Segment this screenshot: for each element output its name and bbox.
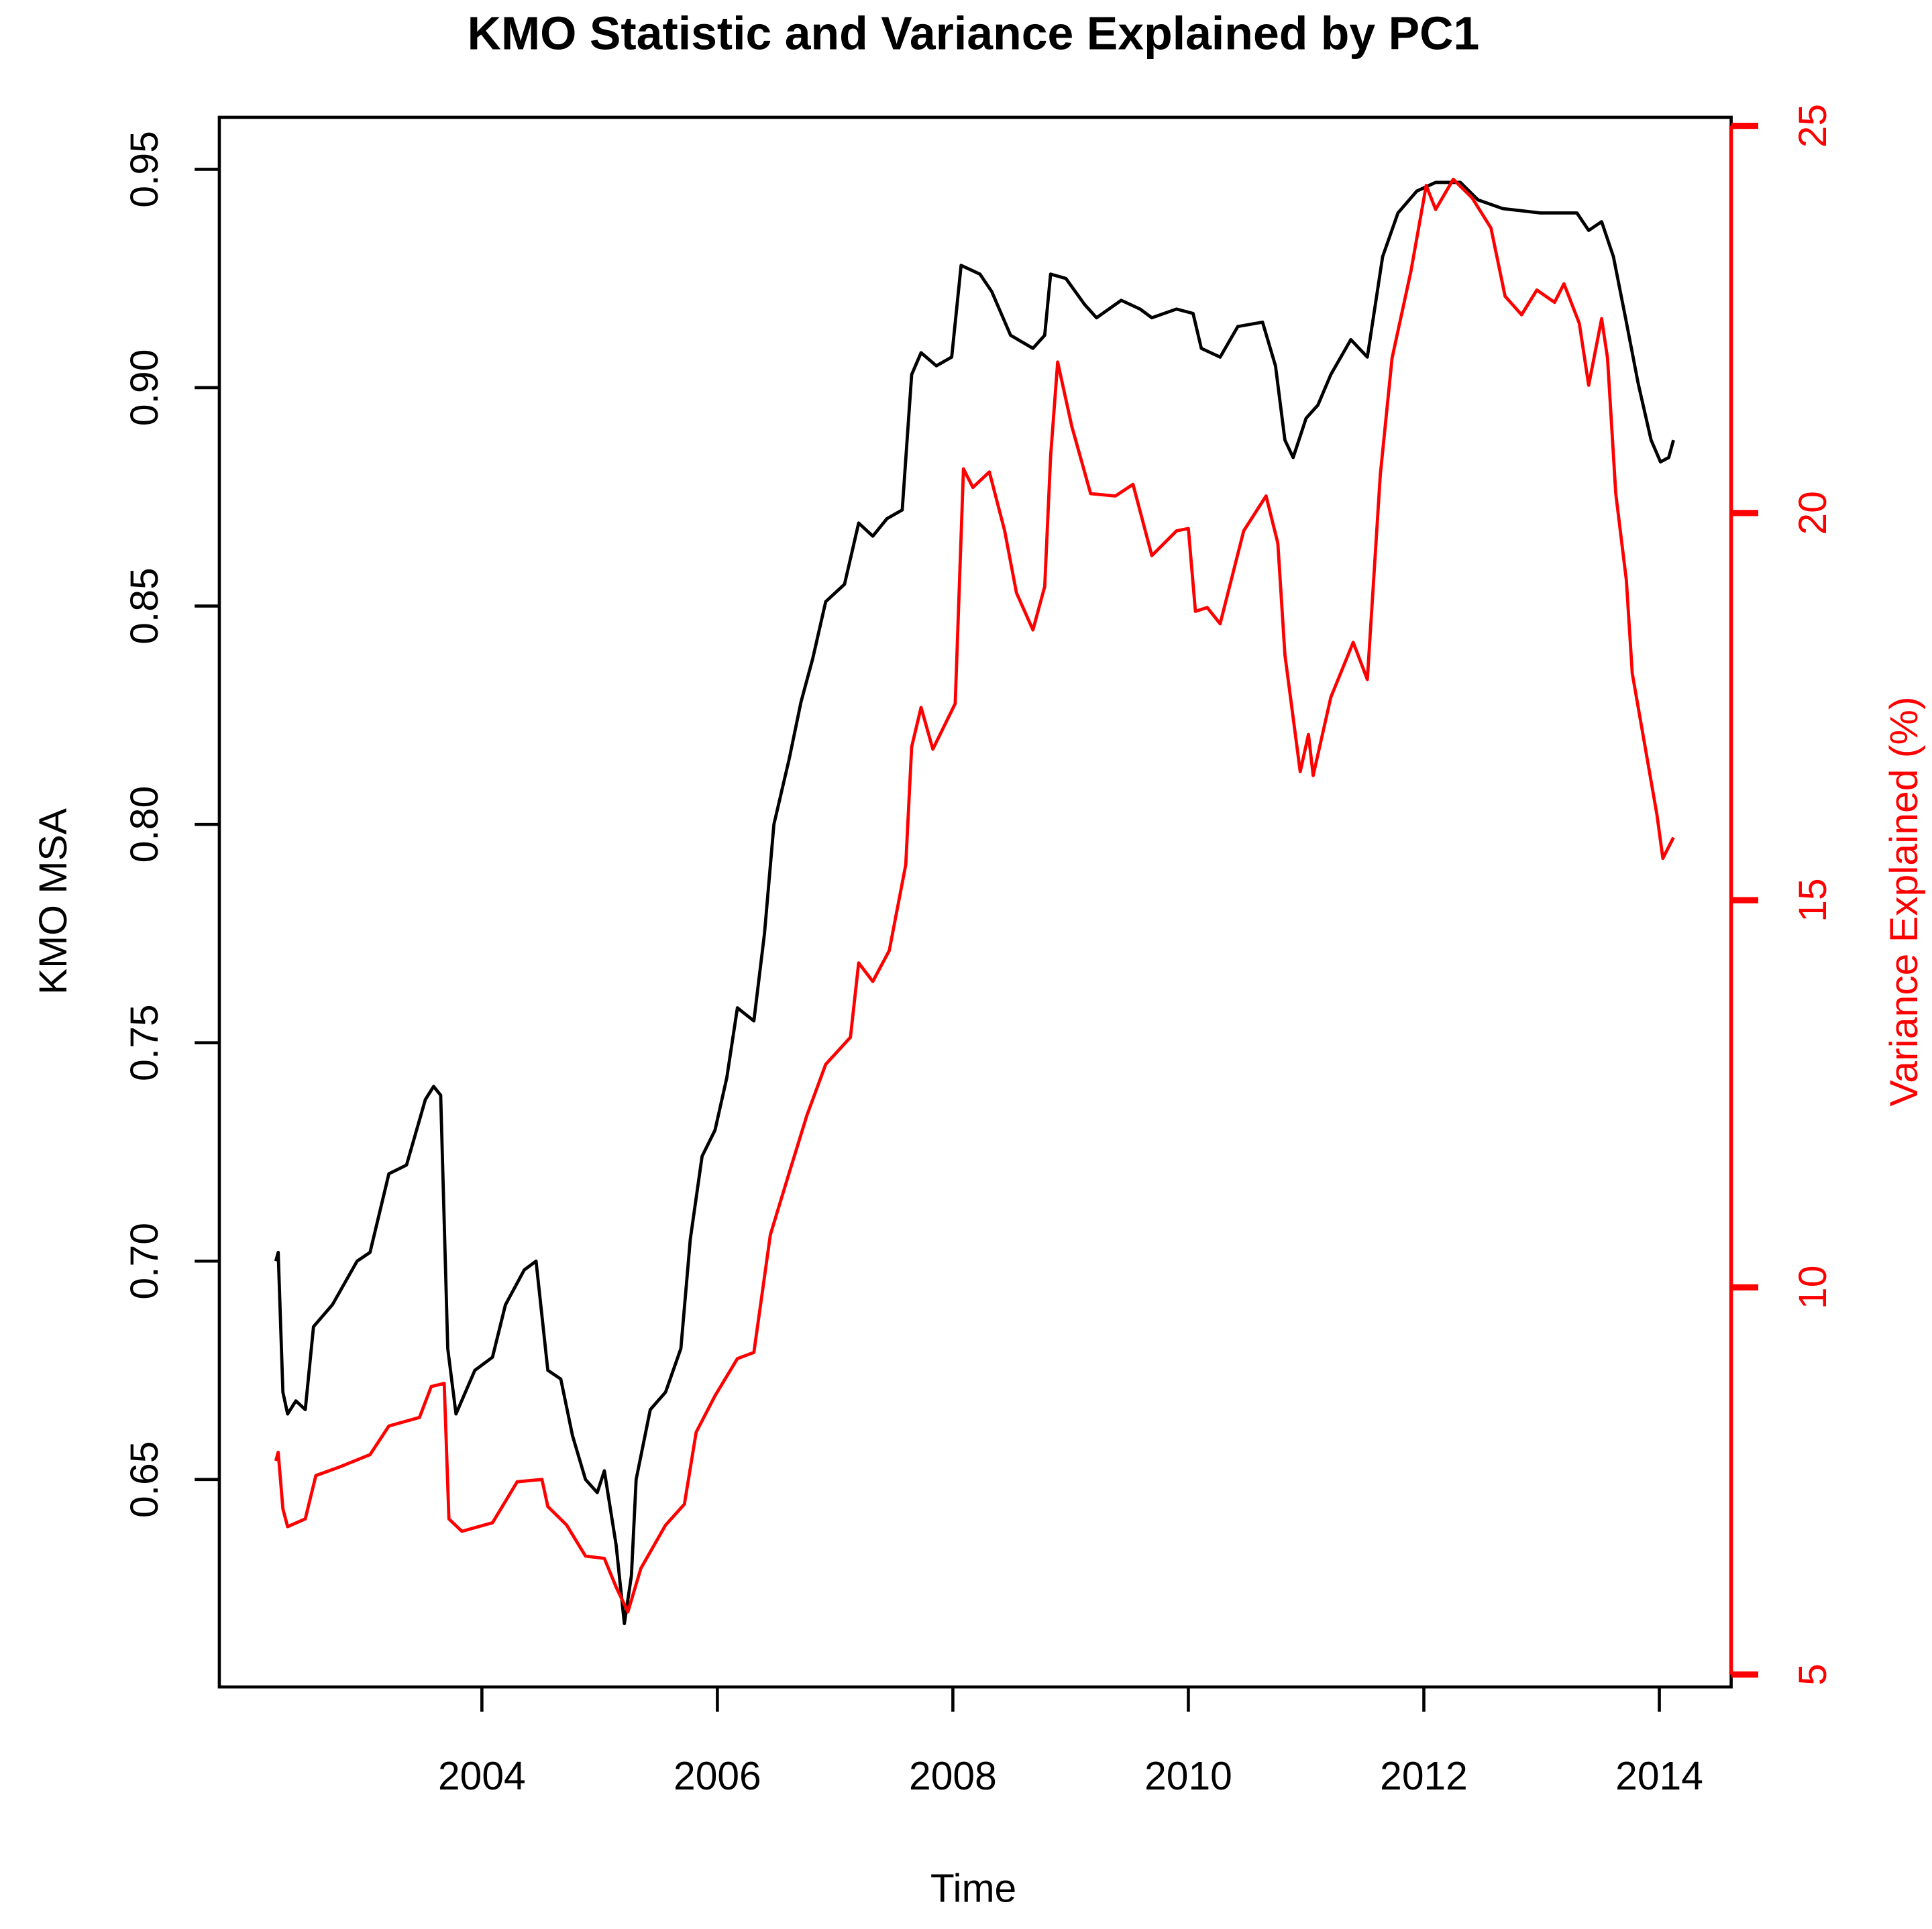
- y-tick-label: 0.85: [123, 567, 166, 645]
- x-tick-label: 2006: [674, 1755, 761, 1798]
- y2-tick-label: 5: [1791, 1663, 1835, 1686]
- y2-tick-label: 15: [1791, 878, 1835, 922]
- y2-tick-label: 10: [1791, 1266, 1835, 1310]
- x-tick-label: 2008: [909, 1755, 997, 1798]
- y2-tick-label: 25: [1791, 104, 1835, 148]
- data-line: [274, 177, 1675, 1614]
- x-tick-label: 2004: [438, 1755, 526, 1798]
- y-tick-label: 0.65: [123, 1441, 166, 1519]
- y-tick-label: 0.70: [123, 1223, 166, 1300]
- chart-title: KMO Statistic and Variance Explained by …: [468, 7, 1480, 60]
- data-line: [274, 180, 1675, 1626]
- y-tick-label: 0.95: [123, 131, 166, 208]
- y2-tick-label: 20: [1791, 491, 1835, 535]
- y-tick-label: 0.80: [123, 786, 166, 863]
- x-tick-label: 2014: [1615, 1755, 1703, 1798]
- y-tick-label: 0.75: [123, 1004, 166, 1081]
- x-axis-label: Time: [930, 1867, 1016, 1910]
- x-tick-label: 2010: [1144, 1755, 1232, 1798]
- y-axis-label: KMO MSA: [32, 808, 75, 995]
- y-tick-label: 0.90: [123, 349, 166, 427]
- x-tick-label: 2012: [1380, 1755, 1468, 1798]
- y2-axis-label: Variance Explained (%): [1882, 697, 1926, 1107]
